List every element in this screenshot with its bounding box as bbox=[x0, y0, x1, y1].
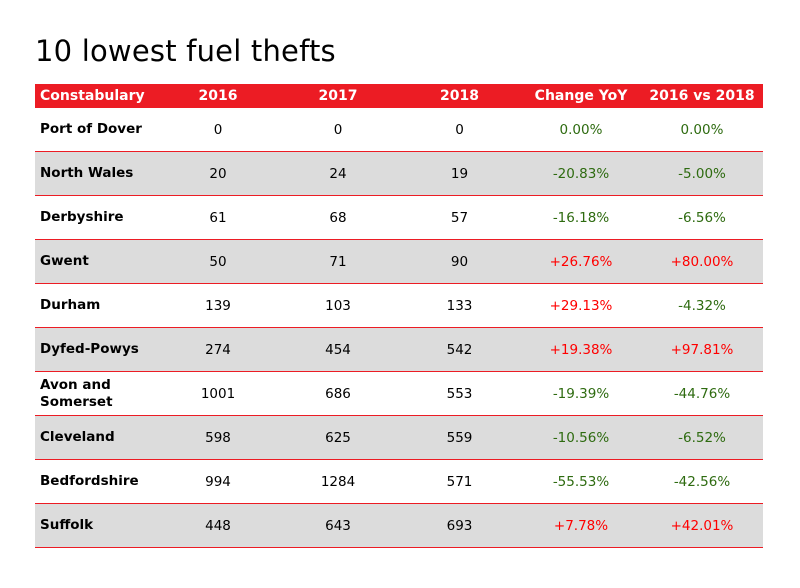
cell-2016-vs-2018: -42.56% bbox=[673, 473, 731, 490]
cell-change-yoy: +19.38% bbox=[549, 341, 613, 358]
table-row: Bedfordshire 994 1284 571 -55.53% -42.56% bbox=[35, 460, 763, 504]
page-title: 10 lowest fuel thefts bbox=[35, 34, 336, 68]
cell-2016: 1001 bbox=[200, 385, 236, 402]
cell-2017: 68 bbox=[329, 209, 347, 226]
cell-2017: 103 bbox=[325, 297, 351, 314]
table-row: Suffolk 448 643 693 +7.78% +42.01% bbox=[35, 504, 763, 548]
cell-2016: 448 bbox=[205, 517, 231, 534]
cell-2018: 542 bbox=[446, 341, 473, 358]
cell-2016: 50 bbox=[209, 253, 227, 270]
column-header-2017: 2017 bbox=[318, 88, 358, 104]
table-row: Derbyshire 61 68 57 -16.18% -6.56% bbox=[35, 196, 763, 240]
cell-constabulary: Cleveland bbox=[40, 429, 115, 445]
cell-2017: 625 bbox=[325, 429, 351, 446]
cell-2016-vs-2018: +80.00% bbox=[670, 253, 734, 270]
cell-2017: 24 bbox=[329, 165, 347, 182]
cell-2017: 454 bbox=[325, 341, 351, 358]
cell-2017: 1284 bbox=[320, 473, 356, 490]
column-header-2016-vs-2018: 2016 vs 2018 bbox=[649, 88, 755, 104]
cell-2016-vs-2018: +97.81% bbox=[670, 341, 734, 358]
cell-2018: 90 bbox=[450, 253, 469, 270]
cell-2016-vs-2018: -44.76% bbox=[673, 385, 731, 402]
cell-2016-vs-2018: -6.56% bbox=[678, 209, 726, 226]
cell-constabulary: North Wales bbox=[40, 165, 134, 181]
cell-constabulary: Gwent bbox=[40, 253, 89, 269]
cell-2018: 19 bbox=[450, 165, 469, 182]
table-header-row: Constabulary 2016 2017 2018 Change YoY 2… bbox=[35, 84, 763, 108]
cell-2017: 686 bbox=[325, 385, 351, 402]
column-header-change-yoy: Change YoY bbox=[534, 88, 628, 104]
cell-2016: 20 bbox=[209, 165, 227, 182]
cell-2018: 57 bbox=[450, 209, 469, 226]
cell-constabulary: Durham bbox=[40, 297, 101, 313]
cell-change-yoy: -16.18% bbox=[552, 209, 610, 226]
cell-change-yoy: -10.56% bbox=[552, 429, 610, 446]
cell-2018: 693 bbox=[446, 517, 473, 534]
cell-2018: 559 bbox=[446, 429, 473, 446]
cell-2016: 61 bbox=[209, 209, 227, 226]
cell-2017: 71 bbox=[329, 253, 347, 270]
column-header-2016: 2016 bbox=[198, 88, 238, 104]
cell-2016-vs-2018: +42.01% bbox=[670, 517, 734, 534]
table-row: Avon and Somerset 1001 686 553 -19.39% -44.76… bbox=[35, 372, 763, 416]
cell-2017: 0 bbox=[333, 121, 343, 138]
cell-2016-vs-2018: -4.32% bbox=[678, 297, 726, 314]
table-row: Port of Dover 0 0 0 0.00% 0.00% bbox=[35, 108, 763, 152]
cell-constabulary: Dyfed-Powys bbox=[40, 341, 139, 357]
cell-2018: 133 bbox=[446, 297, 473, 314]
cell-change-yoy: -20.83% bbox=[552, 165, 610, 182]
cell-2016: 139 bbox=[205, 297, 231, 314]
cell-2016: 0 bbox=[213, 121, 223, 138]
cell-constabulary: Bedfordshire bbox=[40, 473, 139, 489]
cell-change-yoy: 0.00% bbox=[559, 121, 603, 138]
cell-2016: 598 bbox=[205, 429, 231, 446]
cell-2016-vs-2018: -6.52% bbox=[678, 429, 726, 446]
cell-2018: 0 bbox=[455, 121, 464, 138]
cell-constabulary: Avon and Somerset bbox=[40, 376, 113, 410]
cell-2016-vs-2018: 0.00% bbox=[680, 121, 724, 138]
cell-change-yoy: +26.76% bbox=[549, 253, 613, 270]
table-row: Dyfed-Powys 274 454 542 +19.38% +97.81% bbox=[35, 328, 763, 372]
cell-constabulary: Suffolk bbox=[40, 517, 94, 533]
cell-change-yoy: -55.53% bbox=[552, 473, 610, 490]
cell-constabulary: Derbyshire bbox=[40, 209, 124, 225]
table-row: Cleveland 598 625 559 -10.56% -6.52% bbox=[35, 416, 763, 460]
cell-2016: 274 bbox=[205, 341, 231, 358]
column-header-constabulary: Constabulary bbox=[40, 88, 145, 104]
cell-2016: 994 bbox=[205, 473, 231, 490]
table-row: Gwent 50 71 90 +26.76% +80.00% bbox=[35, 240, 763, 284]
table-body: Port of Dover 0 0 0 0.00% 0.00% North Wales 20 2… bbox=[35, 108, 763, 548]
cell-2018: 571 bbox=[446, 473, 473, 490]
fuel-theft-table: Constabulary 2016 2017 2018 Change YoY 2… bbox=[35, 84, 763, 548]
cell-2018: 553 bbox=[446, 385, 473, 402]
cell-2016-vs-2018: -5.00% bbox=[678, 165, 726, 182]
cell-change-yoy: +7.78% bbox=[553, 517, 609, 534]
column-header-2018: 2018 bbox=[440, 88, 479, 104]
cell-change-yoy: +29.13% bbox=[549, 297, 613, 314]
cell-constabulary: Port of Dover bbox=[40, 121, 142, 137]
table-row: North Wales 20 24 19 -20.83% -5.00% bbox=[35, 152, 763, 196]
cell-2017: 643 bbox=[325, 517, 351, 534]
table-row: Durham 139 103 133 +29.13% -4.32% bbox=[35, 284, 763, 328]
cell-change-yoy: -19.39% bbox=[552, 385, 610, 402]
